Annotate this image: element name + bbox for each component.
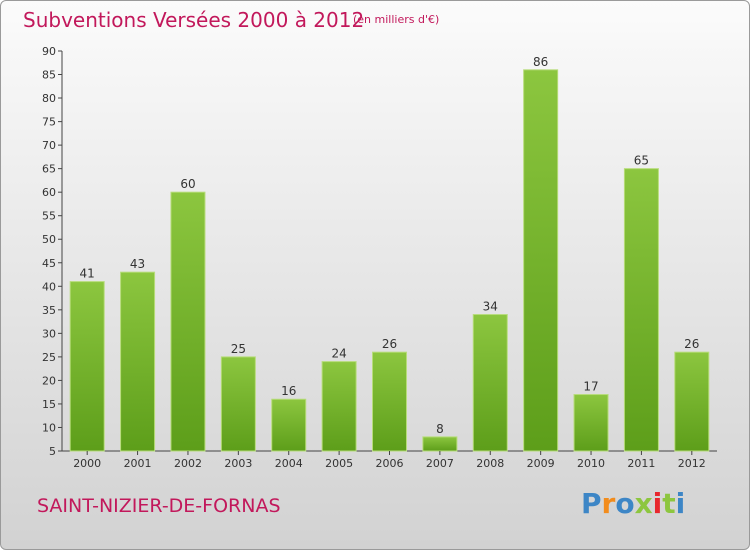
data-label: 43 — [130, 257, 145, 271]
data-label: 34 — [483, 300, 498, 314]
commune-name: SAINT-NIZIER-DE-FORNAS — [37, 495, 281, 517]
chart-title: Subventions Versées 2000 à 2012 — [23, 8, 365, 32]
data-label: 26 — [382, 337, 397, 351]
x-tick-label: 2012 — [678, 457, 706, 470]
x-tick-label: 2004 — [275, 457, 303, 470]
x-tick-label: 2005 — [325, 457, 353, 470]
x-tick-label: 2006 — [376, 457, 404, 470]
y-tick-label: 10 — [42, 421, 56, 434]
bar-2004 — [271, 398, 307, 452]
data-label: 25 — [231, 342, 246, 356]
bar-2001 — [120, 271, 156, 452]
y-tick-label: 75 — [42, 116, 56, 129]
y-tick-label: 40 — [42, 280, 56, 293]
y-tick-label: 5 — [49, 445, 56, 458]
x-tick-label: 2001 — [124, 457, 152, 470]
bar-2005 — [321, 361, 357, 452]
x-tick-label: 2002 — [174, 457, 202, 470]
bar-2002 — [170, 191, 206, 452]
bar-2008 — [472, 314, 508, 452]
y-tick-label: 90 — [42, 45, 56, 58]
data-label: 86 — [533, 55, 548, 69]
y-tick-label: 25 — [42, 351, 56, 364]
data-label: 16 — [281, 384, 296, 398]
y-tick-label: 20 — [42, 374, 56, 387]
y-tick-label: 15 — [42, 398, 56, 411]
y-tick-label: 35 — [42, 304, 56, 317]
bar-2009 — [523, 69, 559, 452]
bar-2007 — [422, 436, 458, 452]
y-tick-label: 60 — [42, 186, 56, 199]
data-label: 26 — [684, 337, 699, 351]
data-label: 65 — [634, 154, 649, 168]
data-label: 41 — [80, 267, 95, 281]
y-tick-label: 65 — [42, 163, 56, 176]
x-tick-label: 2000 — [73, 457, 101, 470]
y-tick-label: 80 — [42, 92, 56, 105]
x-tick-label: 2003 — [224, 457, 252, 470]
data-label: 60 — [180, 177, 195, 191]
bar-2010 — [573, 394, 609, 452]
data-label: 8 — [436, 422, 444, 436]
y-tick-label: 70 — [42, 139, 56, 152]
data-label: 24 — [331, 347, 346, 361]
y-tick-label: 50 — [42, 233, 56, 246]
chart-subtitle: (en milliers d'€) — [353, 13, 440, 26]
y-tick-label: 45 — [42, 257, 56, 270]
x-tick-label: 2009 — [527, 457, 555, 470]
y-tick-label: 30 — [42, 327, 56, 340]
x-tick-label: 2011 — [627, 457, 655, 470]
bar-2011 — [623, 168, 659, 452]
bar-2012 — [674, 351, 710, 452]
bar-2003 — [220, 356, 256, 452]
x-tick-label: 2007 — [426, 457, 454, 470]
bar-2000 — [69, 281, 105, 452]
x-tick-label: 2008 — [476, 457, 504, 470]
proxiti-logo: Proxiti — [581, 487, 686, 520]
bar-2006 — [372, 351, 407, 452]
y-tick-label: 85 — [42, 69, 56, 82]
y-tick-label: 55 — [42, 210, 56, 223]
data-label: 17 — [583, 380, 598, 394]
x-tick-label: 2010 — [577, 457, 605, 470]
